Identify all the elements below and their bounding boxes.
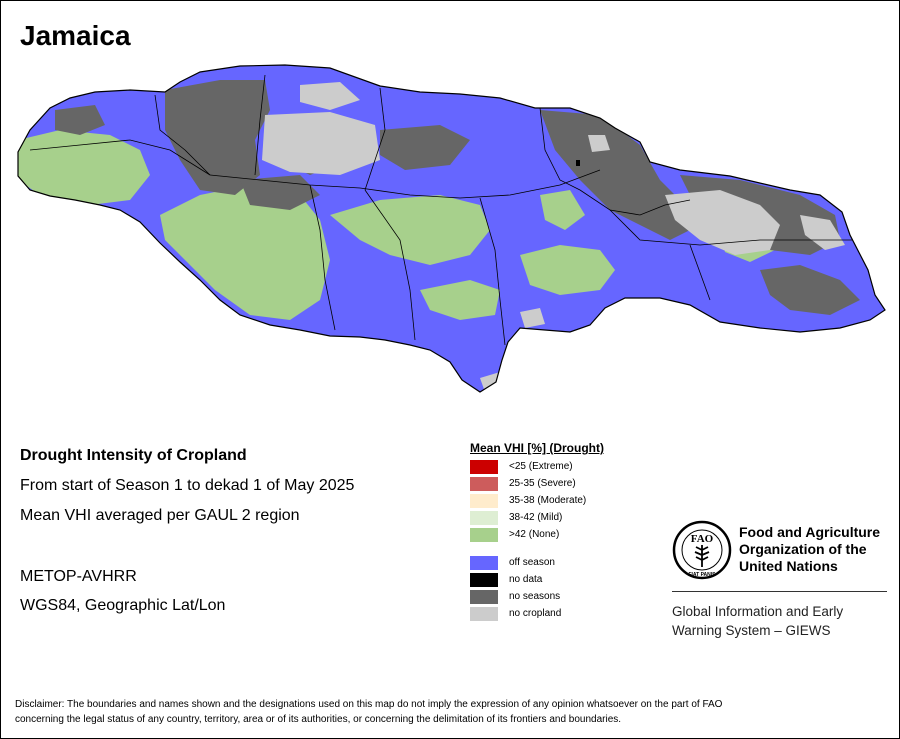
- jamaica-map: [17, 64, 886, 393]
- fao-logo-motto: FIAT PANIS: [688, 572, 716, 578]
- disclaimer-line-2: concerning the legal status of any count…: [15, 714, 622, 725]
- legend-swatch-off-season: [470, 556, 498, 570]
- organization-name-line-1: Food and Agriculture: [739, 524, 881, 540]
- organization-name-line-2: Organization of the: [739, 541, 867, 557]
- legend-label-moderate: 35-38 (Moderate): [509, 495, 587, 506]
- legend-swatch-no-cropland: [470, 607, 498, 621]
- giews-name-line-2: Warning System – GIEWS: [672, 623, 831, 638]
- map-subject-title: Drought Intensity of Cropland: [20, 447, 247, 464]
- legend-swatch-no-data: [470, 573, 498, 587]
- legend-label-no-data: no data: [509, 574, 543, 585]
- legend-label-none: >42 (None): [509, 529, 560, 540]
- legend-label-no-cropland: no cropland: [509, 608, 562, 619]
- legend-label-severe: 25-35 (Severe): [509, 478, 576, 489]
- organization-name-line-3: United Nations: [739, 558, 838, 574]
- legend-swatch-severe: [470, 477, 498, 491]
- map-aggregation-note: Mean VHI averaged per GAUL 2 region: [20, 507, 300, 524]
- legend-label-no-seasons: no seasons: [509, 591, 561, 602]
- map-time-period: From start of Season 1 to dekad 1 of May…: [20, 477, 355, 494]
- organization-name: Food and Agriculture Organization of the…: [739, 524, 880, 575]
- legend-swatch-extreme: [470, 460, 498, 474]
- map-title: Jamaica: [20, 20, 131, 51]
- disclaimer: Disclaimer: The boundaries and names sho…: [15, 697, 885, 727]
- legend-title: Mean VHI [%] (Drought): [470, 441, 604, 455]
- map-projection: WGS84, Geographic Lat/Lon: [20, 597, 226, 614]
- fao-logo-text: FAO: [691, 533, 714, 545]
- fao-logo-icon: FAO FIAT PANIS: [672, 520, 732, 580]
- legend-swatch-none: [470, 528, 498, 542]
- legend-swatch-mild: [470, 511, 498, 525]
- legend-label-mild: 38-42 (Mild): [509, 512, 563, 523]
- map-sensor: METOP-AVHRR: [20, 568, 137, 585]
- organization-divider: [672, 591, 887, 592]
- disclaimer-line-1: Disclaimer: The boundaries and names sho…: [15, 699, 723, 710]
- giews-name: Global Information and Early Warning Sys…: [672, 602, 843, 640]
- legend-label-extreme: <25 (Extreme): [509, 461, 573, 472]
- legend-swatch-moderate: [470, 494, 498, 508]
- legend-swatch-no-seasons: [470, 590, 498, 604]
- giews-name-line-1: Global Information and Early: [672, 604, 844, 619]
- legend-label-off-season: off season: [509, 557, 555, 568]
